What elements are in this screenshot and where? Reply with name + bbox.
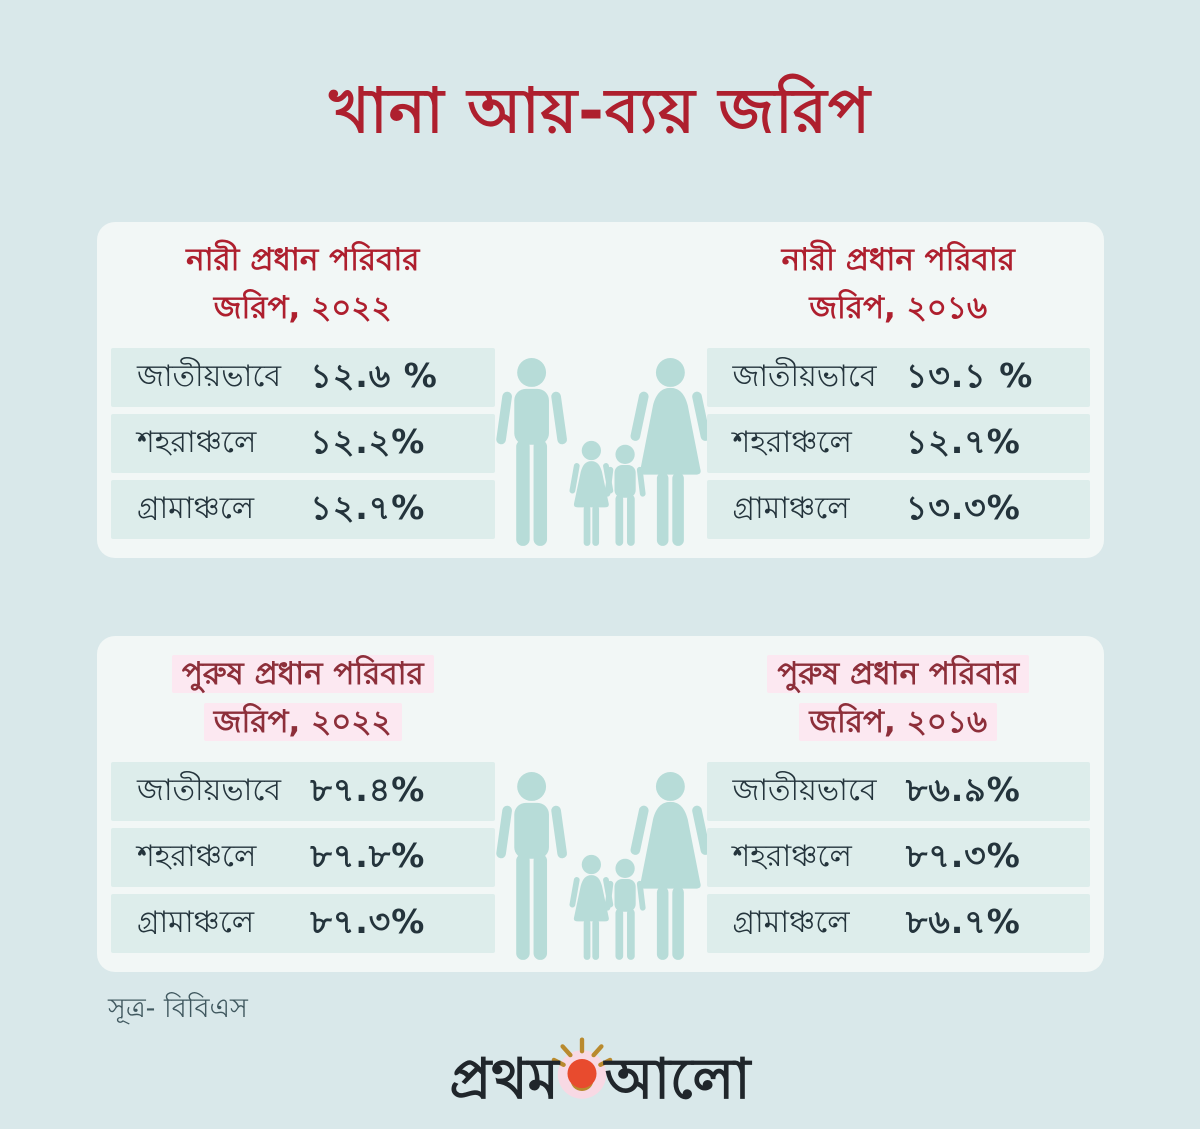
table-row: গ্রামাঞ্চলে ৮৭.৩% <box>111 894 495 953</box>
family-icon <box>495 222 707 558</box>
logo-text-part2: আলো <box>604 1047 751 1112</box>
row-label: শহরাঞ্চলে <box>732 839 852 874</box>
table-row: শহরাঞ্চলে ৮৭.৮% <box>111 828 495 887</box>
sun-icon <box>551 1028 613 1106</box>
row-label: জাতীয়ভাবে <box>137 359 282 394</box>
row-label: শহরাঞ্চলে <box>137 839 257 874</box>
header-line-2: জরিপ, ২০২২ <box>111 698 495 746</box>
row-value: ৮৭.৪% <box>310 769 426 809</box>
header-line-1: নারী প্রধান পরিবার <box>781 242 1015 278</box>
male-2022-header: পুরুষ প্রধান পরিবার জরিপ, ২০২২ <box>111 650 495 746</box>
row-label: গ্রামাঞ্চলে <box>137 491 255 526</box>
male-survey-panel: পুরুষ প্রধান পরিবার জরিপ, ২০২২ জাতীয়ভাব… <box>97 636 1104 972</box>
row-value: ১২.৭% <box>905 421 1021 461</box>
row-value: ৮৭.৩% <box>310 901 426 941</box>
female-survey-panel: নারী প্রধান পরিবার জরিপ, ২০২২ জাতীয়ভাবে… <box>97 222 1104 558</box>
female-2016-column: নারী প্রধান পরিবার জরিপ, ২০১৬ জাতীয়ভাবে… <box>706 222 1091 558</box>
header-line-2: জরিপ, ২০২২ <box>213 290 392 326</box>
family-icon <box>495 636 707 972</box>
table-row: শহরাঞ্চলে ১২.৭% <box>706 414 1090 473</box>
man-icon <box>495 358 567 546</box>
row-value: ৮৬.৭% <box>905 901 1021 941</box>
header-line-2: জরিপ, ২০১৬ <box>809 290 988 326</box>
row-label: গ্রামাঞ্চলে <box>732 491 850 526</box>
prothom-alo-logo: প্রথম আলো <box>0 1036 1200 1129</box>
row-value: ৮৭.৩% <box>905 835 1021 875</box>
row-label: গ্রামাঞ্চলে <box>137 905 255 940</box>
boy-icon <box>604 858 646 960</box>
row-label: জাতীয়ভাবে <box>137 773 282 808</box>
table-row: জাতীয়ভাবে ৮৬.৯% <box>706 762 1090 821</box>
table-row: শহরাঞ্চলে ১২.২% <box>111 414 495 473</box>
logo-text-part1: প্রথম <box>449 1047 559 1112</box>
row-label: শহরাঞ্চলে <box>137 425 257 460</box>
row-value: ১৩.৩% <box>905 487 1021 527</box>
woman-icon <box>630 358 707 546</box>
girl-icon <box>569 854 613 960</box>
row-value: ৮৭.৮% <box>310 835 426 875</box>
row-label: জাতীয়ভাবে <box>732 359 877 394</box>
header-line-1: পুরুষ প্রধান পরিবার <box>707 650 1091 698</box>
table-row: জাতীয়ভাবে ১২.৬ % <box>111 348 495 407</box>
female-2016-header: নারী প্রধান পরিবার জরিপ, ২০১৬ <box>707 236 1091 332</box>
page-title: খানা আয়-ব্যয় জরিপ <box>329 74 871 147</box>
source-note: সূত্র- বিবিএস <box>108 993 248 1024</box>
row-label: গ্রামাঞ্চলে <box>732 905 850 940</box>
woman-icon <box>630 772 707 960</box>
male-2016-column: পুরুষ প্রধান পরিবার জরিপ, ২০১৬ জাতীয়ভাব… <box>706 636 1091 972</box>
header-line-1: পুরুষ প্রধান পরিবার <box>111 650 495 698</box>
table-row: গ্রামাঞ্চলে ১৩.৩% <box>706 480 1090 539</box>
male-2016-header: পুরুষ প্রধান পরিবার জরিপ, ২০১৬ <box>707 650 1091 746</box>
row-value: ১২.৬ % <box>310 355 438 395</box>
female-2022-column: নারী প্রধান পরিবার জরিপ, ২০২২ জাতীয়ভাবে… <box>111 222 495 558</box>
table-row: শহরাঞ্চলে ৮৭.৩% <box>706 828 1090 887</box>
row-label: শহরাঞ্চলে <box>732 425 852 460</box>
male-2022-column: পুরুষ প্রধান পরিবার জরিপ, ২০২২ জাতীয়ভাব… <box>111 636 495 972</box>
table-row: জাতীয়ভাবে ৮৭.৪% <box>111 762 495 821</box>
table-row: জাতীয়ভাবে ১৩.১ % <box>706 348 1090 407</box>
table-row: গ্রামাঞ্চলে ৮৬.৭% <box>706 894 1090 953</box>
row-label: জাতীয়ভাবে <box>732 773 877 808</box>
row-value: ১২.২% <box>310 421 426 461</box>
boy-icon <box>604 444 646 546</box>
man-icon <box>495 772 567 960</box>
table-row: গ্রামাঞ্চলে ১২.৭% <box>111 480 495 539</box>
header-line-1: নারী প্রধান পরিবার <box>186 242 420 278</box>
female-2022-header: নারী প্রধান পরিবার জরিপ, ২০২২ <box>111 236 495 332</box>
header-line-2: জরিপ, ২০১৬ <box>707 698 1091 746</box>
row-value: ৮৬.৯% <box>905 769 1021 809</box>
row-value: ১২.৭% <box>310 487 426 527</box>
row-value: ১৩.১ % <box>905 355 1034 395</box>
